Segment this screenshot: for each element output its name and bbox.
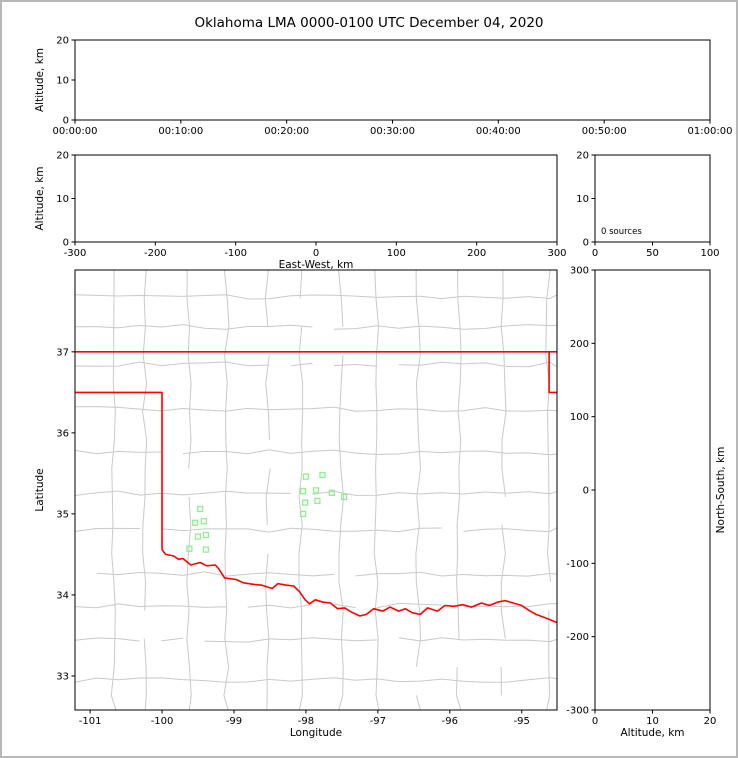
- plan-map-ytick-label: 37: [56, 347, 69, 358]
- lma-station-markers: [186, 471, 348, 553]
- time-height-xtick-label: 00:30:00: [370, 126, 415, 137]
- alt-histogram-ytick-label: 10: [576, 194, 589, 205]
- lma-station-marker: [200, 518, 207, 525]
- ew-height-xtick-label: 200: [467, 248, 486, 259]
- time-height-xtick-label: 00:00:00: [53, 126, 98, 137]
- ew-height-xlabel: East-West, km: [279, 259, 354, 271]
- alt-histogram-ytick-label: 0: [583, 238, 589, 249]
- alt-histogram-xtick-label: 100: [700, 248, 719, 259]
- time-height-ytick-label: 10: [56, 76, 69, 87]
- time-height-xtick-label: 00:50:00: [582, 126, 627, 137]
- plan-map-xtick-label: -101: [79, 716, 102, 727]
- ns-height-ytick-label: 200: [570, 339, 589, 350]
- time-height-ytick-label: 20: [56, 36, 69, 47]
- plan-map-xlabel: Longitude: [290, 727, 342, 739]
- alt-histogram-panel: 0 50 100 0 10 20 0 sources: [576, 151, 719, 260]
- ns-height-ytick-label: 300: [570, 266, 589, 277]
- time-height-panel: 00:00:00 00:10:00 00:20:00 00:30:00 00:40:00…: [34, 36, 732, 138]
- time-height-xtick-label: 00:10:00: [158, 126, 203, 137]
- plan-map-xtick-label: -96: [442, 716, 458, 727]
- lma-station-marker: [197, 505, 204, 513]
- lma-station-marker: [314, 497, 321, 505]
- figure-title: Oklahoma LMA 0000-0100 UTC December 04, …: [194, 15, 543, 31]
- plan-map-xtick-label: -99: [226, 716, 242, 727]
- time-height-xtick-label: 01:00:00: [688, 126, 733, 137]
- ew-height-ytick-label: 0: [63, 238, 69, 249]
- ew-height-xtick-label: -300: [64, 248, 87, 259]
- lma-station-marker: [299, 510, 307, 518]
- map-content: [75, 270, 557, 710]
- time-height-ytick-label: 0: [63, 116, 69, 127]
- county-boundaries: [75, 270, 557, 710]
- alt-histogram-xtick-label: 0: [592, 248, 598, 259]
- alt-histogram-xtick-label: 50: [646, 248, 659, 259]
- ns-height-panel: 0 10 20 300 200 100 0 -100 -200 -300 Altitude, km N…: [566, 266, 727, 740]
- plan-map-xtick-label: -98: [298, 716, 314, 727]
- lma-station-marker: [340, 493, 348, 501]
- lma-station-marker: [328, 489, 335, 496]
- ns-height-ytick-label: 100: [570, 412, 589, 423]
- plan-map-ytick-label: 34: [56, 590, 69, 601]
- lma-station-marker: [186, 545, 193, 552]
- lma-station-marker: [302, 473, 310, 480]
- alt-histogram-annotation: 0 sources: [601, 227, 642, 237]
- lma-station-marker: [202, 531, 210, 539]
- ew-height-xtick-label: 100: [387, 248, 406, 259]
- plan-map-xtick-label: -97: [370, 716, 386, 727]
- panels-root: 00:00:00 00:10:00 00:20:00 00:30:00 00:40:00…: [34, 36, 732, 740]
- ew-height-xtick-label: -200: [144, 248, 167, 259]
- lma-station-marker: [299, 488, 307, 495]
- ew-height-ytick-label: 10: [56, 194, 69, 205]
- oklahoma-state-border: [75, 351, 557, 624]
- lma-station-marker: [312, 487, 320, 494]
- ns-height-xtick-label: 20: [704, 716, 717, 727]
- plan-map-ytick-label: 35: [56, 509, 69, 520]
- plan-map-ytick-label: 33: [56, 671, 69, 682]
- ew-height-ylabel: Altitude, km: [34, 166, 46, 230]
- plan-map-xtick-label: -95: [514, 716, 530, 727]
- time-height-xtick-label: 00:40:00: [476, 126, 521, 137]
- plan-map-ylabel: Latitude: [34, 468, 46, 511]
- lma-station-marker: [302, 499, 309, 506]
- lma-station-marker: [191, 519, 199, 526]
- ns-height-ytick-label: -300: [566, 706, 589, 717]
- ns-height-xlabel: Altitude, km: [620, 727, 684, 739]
- ew-height-xtick-label: 0: [313, 248, 319, 259]
- ns-height-xtick-label: 10: [646, 716, 659, 727]
- ew-height-xtick-label: -100: [224, 248, 247, 259]
- plan-map-ytick-label: 36: [56, 428, 69, 439]
- ew-height-panel: -300 -200 -100 0 100 200 300 0 10 20 East-West, km…: [34, 151, 567, 272]
- time-height-xtick-label: 00:20:00: [264, 126, 309, 137]
- ns-height-ytick-label: 0: [583, 486, 589, 497]
- lma-station-marker: [202, 546, 210, 553]
- time-height-ylabel: Altitude, km: [34, 48, 46, 112]
- lma-station-marker: [319, 471, 326, 479]
- ns-height-xtick-label: 0: [592, 716, 598, 727]
- ns-height-ytick-label: -100: [566, 559, 589, 570]
- alt-histogram-ytick-label: 20: [576, 151, 589, 162]
- plan-map-panel: -101 -100 -99 -98 -97 -96 -95 33 34 35 36 37 Longitu…: [34, 269, 558, 739]
- ns-height-ytick-label: -200: [566, 632, 589, 643]
- ns-height-ylabel: North-South, km: [715, 447, 727, 534]
- ew-height-xtick-label: 300: [547, 248, 566, 259]
- lma-station-marker: [194, 533, 202, 540]
- ew-height-ytick-label: 20: [56, 151, 69, 162]
- plan-map-frame: [74, 269, 558, 711]
- plan-map-xtick-label: -100: [151, 716, 174, 727]
